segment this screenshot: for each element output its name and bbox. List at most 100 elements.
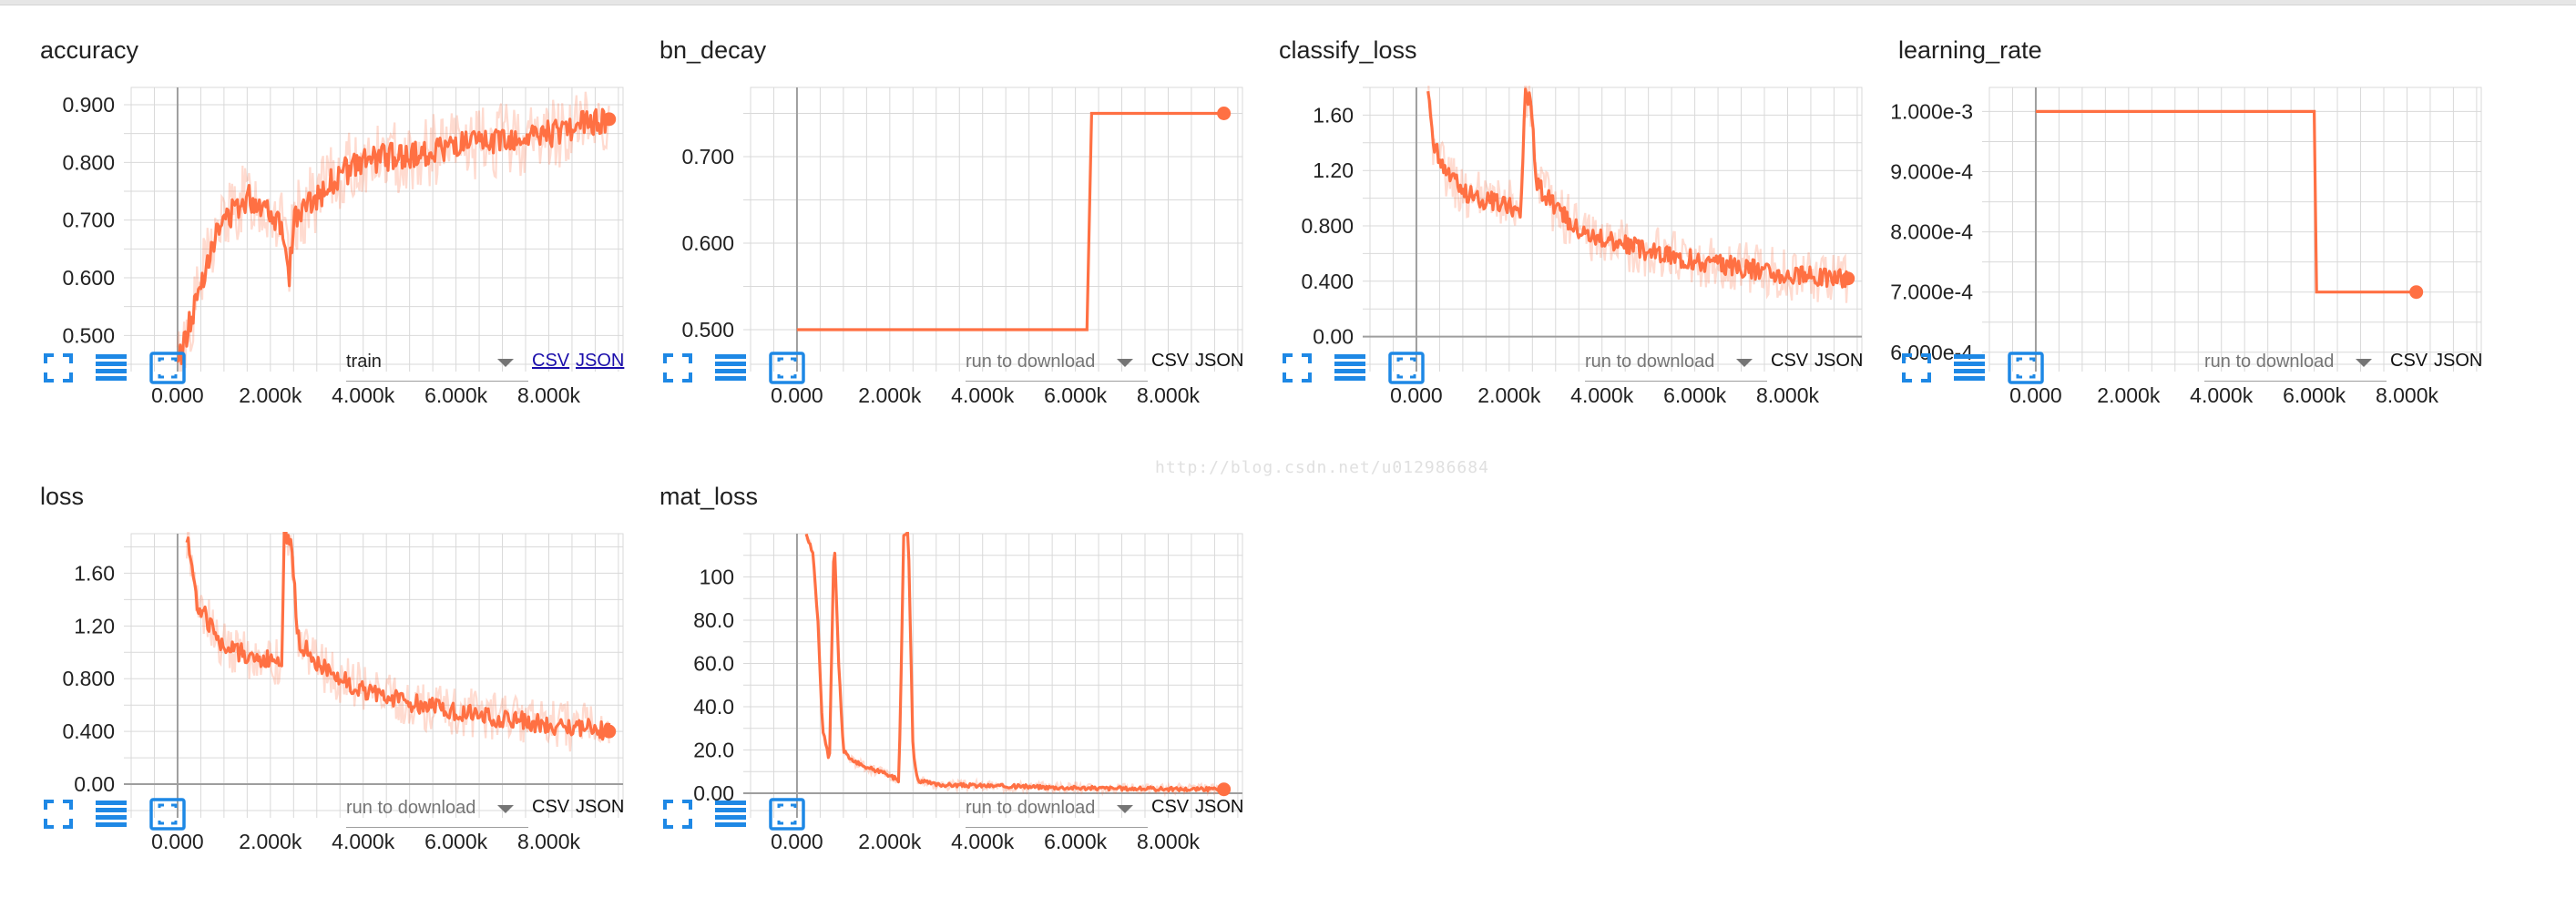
download-csv-link[interactable]: CSV xyxy=(532,797,570,817)
run-select[interactable]: run to download xyxy=(966,342,1148,382)
smoothed-series-line xyxy=(1426,87,1849,289)
x-tick-label: 6.000k xyxy=(2283,383,2346,407)
chart-card-classify-loss: classify_loss 0.000 2.000k 4.000k 6.000k 8.00… xyxy=(1279,0,1880,443)
run-select-label: run to download xyxy=(966,798,1096,818)
fit-domain-icon[interactable] xyxy=(149,796,186,832)
y-tick-label: 8.000e-4 xyxy=(1890,220,1973,244)
fullscreen-icon[interactable] xyxy=(40,796,77,832)
run-select-label: run to download xyxy=(2204,352,2335,372)
download-json-link[interactable]: JSON xyxy=(576,797,625,817)
chart-card-loss: loss 0.000 2.000k 4.000k 6.000k 8.000k 0.00 0.4… xyxy=(40,446,641,889)
x-tick-label: 2.000k xyxy=(239,830,302,853)
chart-plot[interactable]: 0.000 2.000k 4.000k 6.000k 8.000k0.0020.040.… xyxy=(659,526,1261,863)
y-tick-label: 0.700 xyxy=(681,145,734,168)
last-value-marker xyxy=(1217,782,1232,797)
fit-domain-icon[interactable] xyxy=(2008,350,2044,386)
download-json-link[interactable]: JSON xyxy=(1814,351,1864,371)
toggle-log-scale-icon[interactable] xyxy=(1951,350,1988,386)
y-tick-label: 0.700 xyxy=(62,209,115,232)
run-select[interactable]: run to download xyxy=(346,789,528,828)
y-tick-label: 0.500 xyxy=(62,323,115,347)
chart-plot[interactable]: 0.000 2.000k 4.000k 6.000k 8.000k 0.500 0.600 0… xyxy=(659,80,1261,417)
dropdown-arrow-icon xyxy=(2356,359,2372,367)
plot-frame xyxy=(1369,87,1863,365)
run-select[interactable]: run to download xyxy=(966,789,1148,828)
plot-frame xyxy=(750,533,1243,811)
fit-domain-icon[interactable] xyxy=(1388,350,1425,386)
download-json-link[interactable]: JSON xyxy=(1195,351,1244,371)
run-select-label: run to download xyxy=(346,798,476,818)
last-value-marker xyxy=(602,112,617,127)
y-tick-label: 0.900 xyxy=(62,93,115,117)
chart-title: classify_loss xyxy=(1279,36,1417,64)
x-tick-label: 0.000 xyxy=(151,383,204,407)
chart-plot[interactable]: 0.000 2.000k 4.000k 6.000k 8.000k 0.500 0.600 0… xyxy=(40,80,641,417)
fullscreen-icon[interactable] xyxy=(40,350,77,386)
y-tick-label: 7.000e-4 xyxy=(1890,280,1973,304)
x-tick-label: 4.000k xyxy=(332,383,395,407)
toggle-log-scale-icon[interactable] xyxy=(93,796,129,832)
last-value-marker xyxy=(1217,107,1232,120)
fullscreen-icon[interactable] xyxy=(1279,350,1315,386)
raw-series-line xyxy=(805,532,1225,798)
y-tick-label: 9.000e-4 xyxy=(1890,160,1973,184)
chart-plot[interactable]: 0.000 2.000k 4.000k 6.000k 8.000k 0.00 0.400 0.… xyxy=(40,526,641,863)
chart-title: accuracy xyxy=(40,36,139,64)
smoothed-series-line xyxy=(804,532,1224,793)
chart-controls: run to download CSV JSON xyxy=(1898,342,2499,410)
x-tick-label: 0.000 xyxy=(771,383,823,407)
dropdown-arrow-icon xyxy=(497,359,514,367)
y-tick-label: 100 xyxy=(700,566,734,589)
chart-card-accuracy: accuracy 0.000 2.000k 4.000k 6.000k 8.000k 0.5… xyxy=(40,0,641,443)
download-csv-link[interactable]: CSV xyxy=(1151,351,1190,371)
fullscreen-icon[interactable] xyxy=(659,796,696,832)
x-tick-label: 4.000k xyxy=(951,830,1015,853)
chart-plot[interactable]: 0.000 2.000k 4.000k 6.000k 8.000k6.000e-47.0… xyxy=(1890,80,2499,417)
x-tick-label: 2.000k xyxy=(858,383,922,407)
download-json-link[interactable]: JSON xyxy=(2434,351,2483,371)
download-json-link[interactable]: JSON xyxy=(576,351,625,371)
download-csv-link[interactable]: CSV xyxy=(2390,351,2428,371)
raw-series-line xyxy=(1427,86,1849,303)
dropdown-arrow-icon xyxy=(1117,805,1133,813)
y-tick-label: 80.0 xyxy=(693,608,734,632)
run-select[interactable]: train xyxy=(346,342,528,382)
last-value-marker xyxy=(2409,285,2424,300)
x-tick-label: 8.000k xyxy=(1137,383,1201,407)
download-json-link[interactable]: JSON xyxy=(1195,797,1244,817)
x-tick-label: 2.000k xyxy=(2097,383,2161,407)
download-csv-link[interactable]: CSV xyxy=(1151,797,1190,817)
toggle-log-scale-icon[interactable] xyxy=(93,350,129,386)
download-csv-link[interactable]: CSV xyxy=(1771,351,1809,371)
fit-domain-icon[interactable] xyxy=(769,350,805,386)
fullscreen-icon[interactable] xyxy=(1898,350,1935,386)
x-tick-label: 2.000k xyxy=(858,830,922,853)
smoothed-series-line xyxy=(176,107,610,365)
chart-plot[interactable]: 0.000 2.000k 4.000k 6.000k 8.000k 0.00 0.400 0.… xyxy=(1279,80,1880,417)
y-tick-label: 1.20 xyxy=(1313,158,1354,182)
y-tick-label: 0.800 xyxy=(62,667,115,690)
x-tick-label: 6.000k xyxy=(1663,383,1727,407)
y-tick-label: 40.0 xyxy=(693,695,734,719)
y-tick-label: 60.0 xyxy=(693,652,734,676)
download-csv-link[interactable]: CSV xyxy=(532,351,570,371)
y-tick-label: 0.00 xyxy=(74,772,115,796)
chart-controls: run to download CSV JSON xyxy=(659,789,1261,856)
grid xyxy=(124,534,623,818)
toggle-log-scale-icon[interactable] xyxy=(712,796,749,832)
y-tick-label: 0.500 xyxy=(681,318,734,342)
plot-frame xyxy=(130,533,624,811)
toggle-log-scale-icon[interactable] xyxy=(712,350,749,386)
fit-domain-icon[interactable] xyxy=(149,350,186,386)
toggle-log-scale-icon[interactable] xyxy=(1332,350,1368,386)
plot-frame xyxy=(1988,87,2482,365)
fit-domain-icon[interactable] xyxy=(769,796,805,832)
run-select[interactable]: run to download xyxy=(2204,342,2387,382)
x-tick-label: 0.000 xyxy=(771,830,823,853)
fullscreen-icon[interactable] xyxy=(659,350,696,386)
run-select[interactable]: run to download xyxy=(1585,342,1767,382)
y-tick-label: 0.600 xyxy=(681,231,734,255)
grid xyxy=(1982,87,2481,372)
chart-controls: run to download CSV JSON xyxy=(659,342,1261,410)
plot-frame xyxy=(750,87,1243,365)
